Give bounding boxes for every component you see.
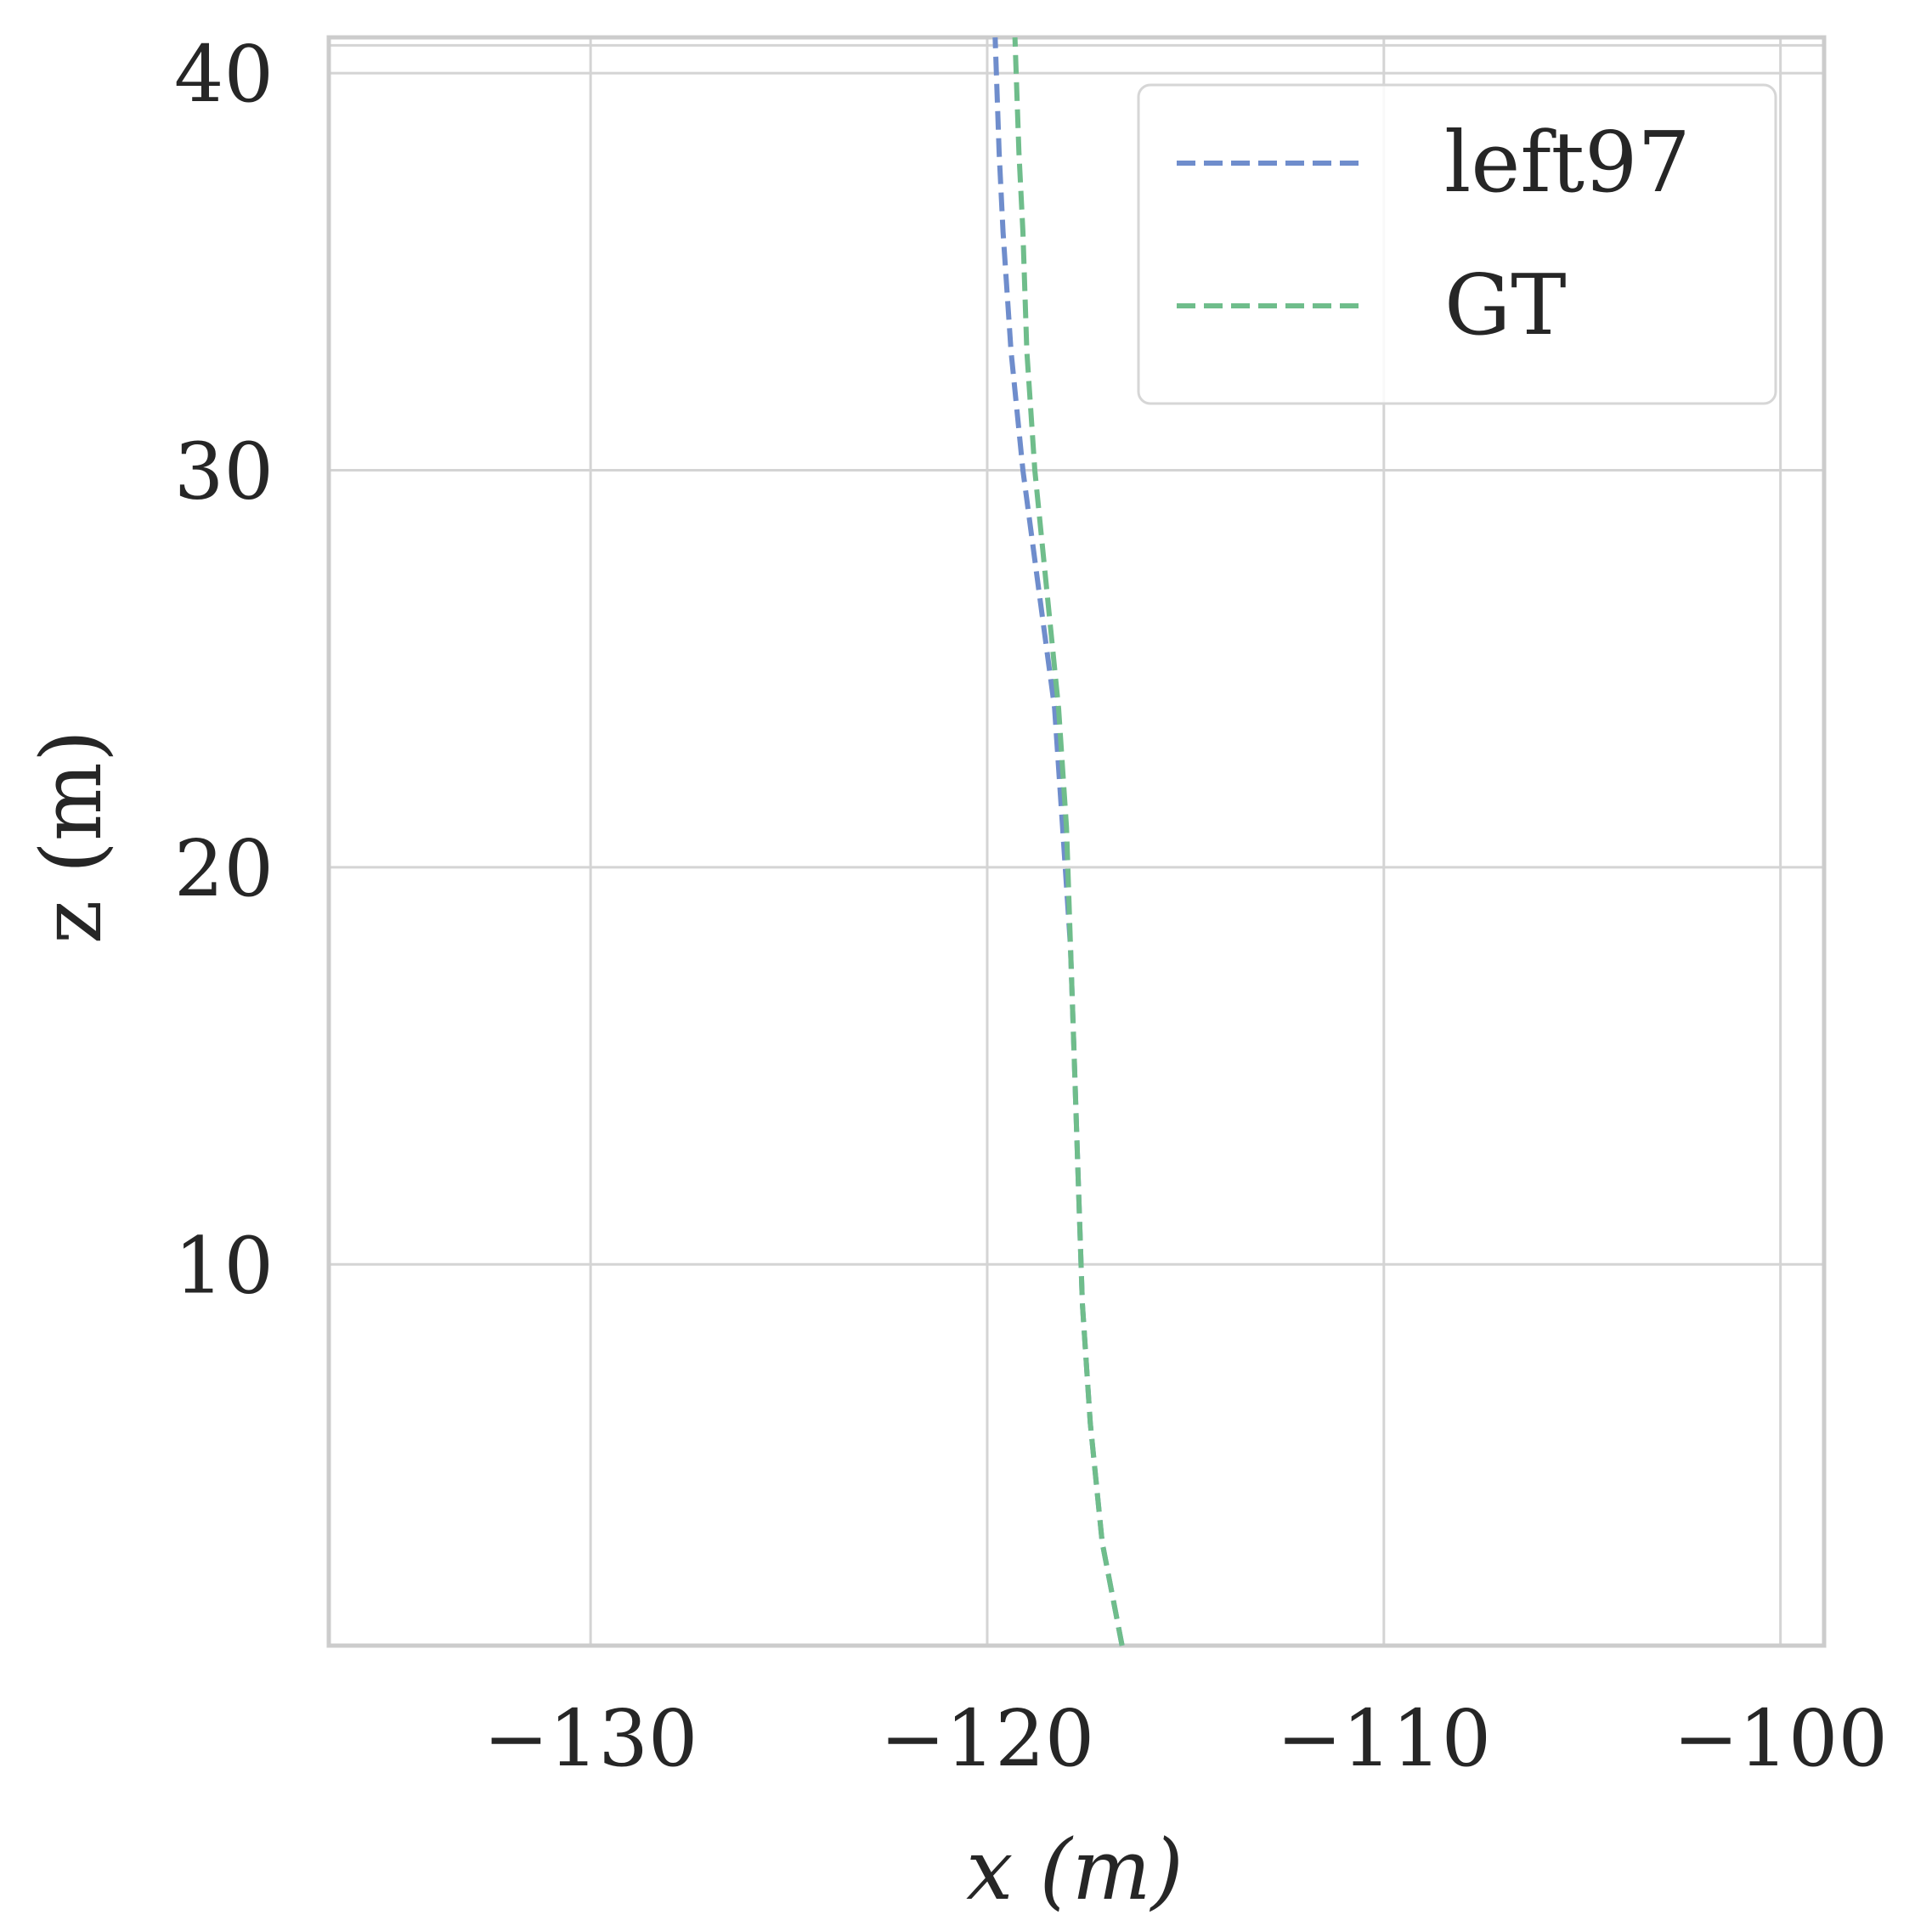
series-line-gt: [1012, 37, 1125, 1646]
x-tick-label: −100: [1673, 1693, 1888, 1784]
legend-label-left97: left97: [1444, 115, 1691, 212]
tick-labels: −130 −120 −110 −100 10 20 30 40: [174, 29, 1888, 1784]
series-line-left97: [992, 37, 1125, 1646]
legend: left97 GT: [1137, 83, 1777, 405]
y-tick-label: 20: [174, 823, 274, 914]
legend-label-gt: GT: [1444, 257, 1567, 354]
x-tick-label: −130: [483, 1693, 698, 1784]
x-tick-label: −110: [1276, 1693, 1491, 1784]
x-axis-title: x (m): [966, 1822, 1183, 1919]
plot-frame: [326, 35, 1827, 1648]
y-axis-title: z (m): [24, 730, 121, 944]
x-tick-label: −120: [880, 1693, 1095, 1784]
series-lines: [992, 37, 1125, 1646]
y-tick-label: 10: [174, 1220, 274, 1311]
y-tick-label: 40: [174, 29, 274, 120]
y-tick-label: 30: [174, 426, 274, 517]
